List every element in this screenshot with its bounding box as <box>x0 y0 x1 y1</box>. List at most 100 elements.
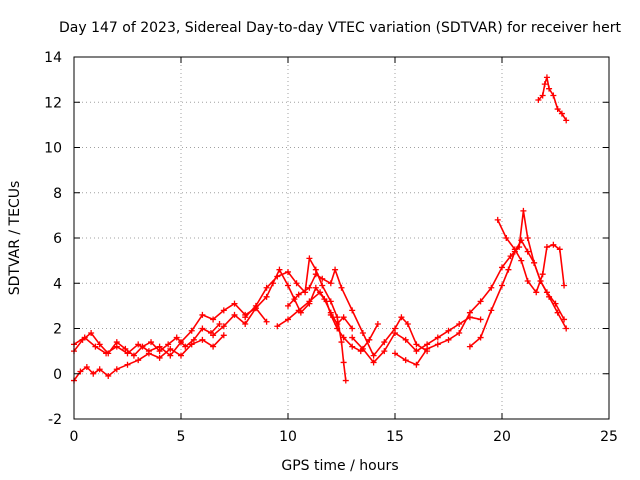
data-point <box>511 246 518 253</box>
data-point <box>413 361 420 368</box>
data-point <box>306 255 313 262</box>
series-sat-track-3 <box>71 332 227 384</box>
data-point <box>338 339 345 346</box>
data-point <box>434 334 441 341</box>
data-point <box>381 339 388 346</box>
data-point <box>285 268 291 275</box>
y-tick-label: 10 <box>44 141 62 157</box>
data-point <box>135 357 142 364</box>
series-sat-track-2 <box>71 320 223 359</box>
series-sat-track-6 <box>274 289 381 355</box>
y-tick-label: 2 <box>53 322 62 338</box>
data-point <box>199 336 206 343</box>
data-point <box>550 92 557 99</box>
series-sat-track-10 <box>466 237 568 350</box>
data-point <box>156 348 163 355</box>
data-point <box>319 275 326 282</box>
data-point <box>178 352 184 359</box>
data-point <box>543 289 550 296</box>
chart-title: Day 147 of 2023, Sidereal Day-to-day VTE… <box>59 20 621 36</box>
data-point <box>327 311 334 318</box>
data-point <box>366 336 373 343</box>
data-point <box>145 350 152 357</box>
data-point <box>317 289 324 296</box>
data-point <box>381 348 388 355</box>
data-point <box>563 117 570 124</box>
data-point <box>494 216 501 223</box>
data-point <box>340 359 347 366</box>
data-point <box>349 307 356 314</box>
series-trace <box>469 239 565 348</box>
data-point <box>499 282 505 289</box>
series-trace <box>394 210 567 366</box>
data-point <box>167 352 174 359</box>
data-point <box>349 343 356 350</box>
data-point <box>210 332 217 339</box>
data-point <box>392 350 398 357</box>
data-point <box>413 348 420 355</box>
data-point <box>188 327 195 334</box>
x-axis-label: GPS time / hours <box>281 458 398 474</box>
data-point <box>349 334 356 341</box>
data-point <box>359 345 366 352</box>
data-point <box>456 320 463 327</box>
data-point <box>319 282 326 289</box>
data-point <box>216 320 223 327</box>
data-point <box>79 336 86 343</box>
data-point <box>276 266 283 273</box>
data-point <box>148 339 155 346</box>
data-point <box>156 354 163 361</box>
y-tick-label: 14 <box>44 50 62 66</box>
data-point <box>210 343 217 350</box>
data-point <box>96 366 103 373</box>
data-point <box>402 336 409 343</box>
data-point <box>340 334 347 341</box>
data-point <box>477 316 484 323</box>
data-point <box>535 96 542 103</box>
data-point <box>122 345 129 352</box>
series-trace <box>73 323 221 357</box>
data-point <box>210 316 217 323</box>
data-point <box>285 302 291 309</box>
data-point <box>199 325 206 332</box>
data-point <box>556 246 563 253</box>
data-point <box>370 359 377 366</box>
data-point <box>263 293 270 300</box>
data-point <box>263 284 270 291</box>
y-axis-label: SDTVAR / TECUs <box>7 181 23 296</box>
data-point <box>113 366 120 373</box>
y-tick-label: -2 <box>48 412 62 428</box>
data-point <box>563 325 570 332</box>
series-sat-track-8 <box>349 314 484 366</box>
data-point <box>349 325 356 332</box>
data-point <box>340 314 347 321</box>
data-point <box>220 332 227 339</box>
data-point <box>518 257 525 264</box>
data-point <box>231 300 238 307</box>
data-point <box>242 320 249 327</box>
data-point <box>130 352 137 359</box>
data-point <box>550 241 557 248</box>
data-point <box>124 361 131 368</box>
data-point <box>334 325 341 332</box>
data-point <box>520 207 527 214</box>
data-point <box>539 271 546 278</box>
data-point <box>413 341 420 348</box>
data-point <box>190 336 197 343</box>
data-point <box>173 334 180 341</box>
data-point <box>499 264 505 271</box>
data-point <box>546 85 553 92</box>
data-point <box>83 363 90 370</box>
data-point <box>105 350 112 357</box>
data-point <box>139 343 146 350</box>
data-point <box>327 280 334 287</box>
x-tick-labels: 0 5 10 15 20 25 <box>70 429 618 445</box>
data-point <box>285 316 291 323</box>
data-point <box>558 110 565 117</box>
data-point <box>488 284 495 291</box>
data-point <box>105 373 112 380</box>
series-sat-track-12 <box>535 74 570 124</box>
data-point <box>293 280 300 287</box>
data-point <box>477 298 484 305</box>
data-point <box>220 323 227 330</box>
